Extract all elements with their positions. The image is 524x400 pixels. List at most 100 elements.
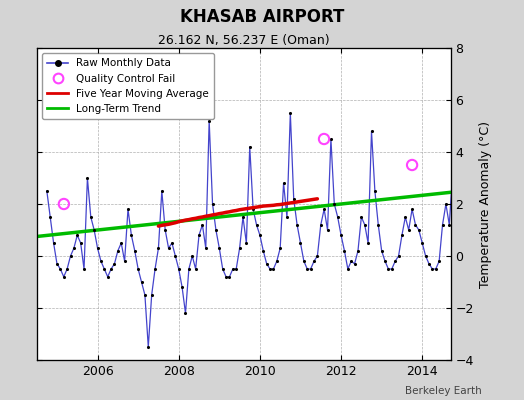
- Point: [259, 248, 267, 254]
- Point: [168, 240, 176, 246]
- Point: [73, 232, 81, 238]
- Point: [327, 136, 335, 142]
- Point: [313, 253, 322, 259]
- Point: [158, 188, 166, 194]
- Point: [171, 253, 180, 259]
- Point: [374, 222, 383, 228]
- Point: [391, 258, 399, 264]
- Point: [401, 214, 410, 220]
- Point: [77, 240, 85, 246]
- Point: [151, 266, 159, 272]
- Point: [107, 266, 115, 272]
- Point: [395, 253, 403, 259]
- Point: [482, 196, 490, 202]
- Point: [293, 222, 301, 228]
- Point: [56, 266, 64, 272]
- Point: [70, 245, 78, 251]
- Point: [320, 136, 328, 142]
- Point: [462, 232, 471, 238]
- Point: [195, 232, 203, 238]
- Point: [283, 214, 291, 220]
- Point: [225, 274, 234, 280]
- Point: [381, 258, 389, 264]
- Point: [279, 180, 288, 186]
- Point: [63, 266, 71, 272]
- Point: [212, 227, 220, 233]
- Point: [53, 261, 61, 267]
- Point: [161, 227, 169, 233]
- Point: [323, 227, 332, 233]
- Point: [398, 232, 406, 238]
- Point: [110, 261, 118, 267]
- Point: [290, 196, 298, 202]
- Point: [296, 240, 304, 246]
- Point: [222, 274, 230, 280]
- Point: [114, 248, 122, 254]
- Point: [141, 292, 149, 298]
- Point: [97, 258, 105, 264]
- Text: KHASAB AIRPORT: KHASAB AIRPORT: [180, 8, 344, 26]
- Point: [263, 261, 271, 267]
- Point: [425, 261, 433, 267]
- Point: [249, 206, 257, 212]
- Point: [439, 222, 447, 228]
- Point: [449, 170, 457, 176]
- Point: [469, 248, 477, 254]
- Point: [370, 188, 379, 194]
- Point: [377, 248, 386, 254]
- Point: [121, 258, 129, 264]
- Point: [408, 162, 416, 168]
- Point: [46, 214, 54, 220]
- Point: [228, 266, 237, 272]
- Point: [80, 266, 88, 272]
- Point: [405, 227, 413, 233]
- Point: [384, 266, 392, 272]
- Point: [476, 232, 484, 238]
- Point: [455, 206, 464, 212]
- Point: [124, 206, 132, 212]
- Point: [330, 201, 339, 207]
- Point: [388, 266, 396, 272]
- Point: [354, 248, 362, 254]
- Point: [235, 245, 244, 251]
- Point: [130, 248, 139, 254]
- Point: [367, 128, 376, 134]
- Point: [364, 240, 373, 246]
- Y-axis label: Temperature Anomaly (°C): Temperature Anomaly (°C): [479, 120, 493, 288]
- Point: [269, 266, 278, 272]
- Point: [232, 266, 241, 272]
- Point: [184, 266, 193, 272]
- Point: [357, 214, 366, 220]
- Point: [90, 227, 99, 233]
- Point: [408, 206, 416, 212]
- Point: [137, 279, 146, 285]
- Point: [361, 222, 369, 228]
- Point: [458, 222, 467, 228]
- Point: [272, 258, 281, 264]
- Point: [310, 258, 318, 264]
- Point: [239, 214, 247, 220]
- Point: [414, 227, 423, 233]
- Point: [333, 214, 342, 220]
- Point: [60, 274, 68, 280]
- Point: [432, 266, 440, 272]
- Point: [344, 266, 352, 272]
- Point: [100, 266, 108, 272]
- Point: [303, 266, 311, 272]
- Point: [479, 206, 487, 212]
- Point: [165, 245, 173, 251]
- Point: [134, 266, 143, 272]
- Point: [452, 196, 460, 202]
- Point: [418, 240, 427, 246]
- Point: [188, 253, 196, 259]
- Legend: Raw Monthly Data, Quality Control Fail, Five Year Moving Average, Long-Term Tren: Raw Monthly Data, Quality Control Fail, …: [42, 53, 214, 119]
- Point: [104, 274, 112, 280]
- Point: [174, 266, 183, 272]
- Point: [147, 292, 156, 298]
- Title: 26.162 N, 56.237 E (Oman): 26.162 N, 56.237 E (Oman): [158, 34, 330, 47]
- Point: [316, 222, 325, 228]
- Point: [67, 253, 75, 259]
- Text: Berkeley Earth: Berkeley Earth: [406, 386, 482, 396]
- Point: [266, 266, 274, 272]
- Point: [465, 245, 474, 251]
